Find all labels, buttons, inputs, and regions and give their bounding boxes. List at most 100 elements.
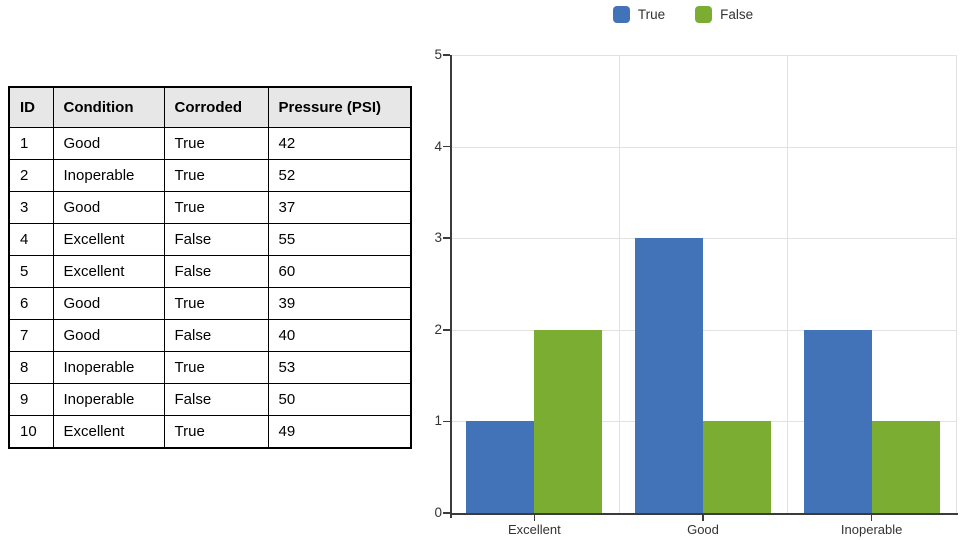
- x-tick-excellent: [533, 514, 536, 521]
- table-cell: 52: [267, 159, 412, 192]
- table-cell: Good: [52, 319, 165, 352]
- table-row: 6 Good True 39: [8, 287, 412, 320]
- legend-item-true: True: [612, 6, 666, 23]
- table-cell: Inoperable: [52, 351, 165, 384]
- data-table: ID Condition Corroded Pressure (PSI) 1 Good T…: [8, 86, 412, 449]
- bar-true-excellent: [466, 421, 535, 513]
- y-tick-0: [443, 512, 450, 514]
- table-cell: 55: [267, 223, 412, 256]
- table-body: 1 Good True 42 2 Inoperable True 52 3 Good True 37 4…: [8, 127, 412, 449]
- table-cell: 9: [8, 383, 54, 416]
- chart-legend: True False: [420, 6, 946, 23]
- gridline-x-1: [618, 55, 620, 513]
- table-cell: Inoperable: [52, 159, 165, 192]
- table-row: 3 Good True 37: [8, 191, 412, 224]
- bar-true-good: [635, 238, 703, 513]
- table-row: 10 Excellent True 49: [8, 415, 412, 449]
- table-cell: Excellent: [52, 223, 165, 256]
- table-cell: 1: [8, 127, 54, 160]
- y-tick-label: 4: [434, 138, 442, 154]
- x-tick-good: [702, 514, 704, 521]
- table-cell: 37: [267, 191, 412, 224]
- table-cell: 50: [267, 383, 412, 416]
- header-cell-id: ID: [8, 86, 54, 128]
- table-cell: 10: [8, 415, 54, 449]
- x-axis: [450, 513, 958, 515]
- x-tick-inoperable: [870, 514, 873, 521]
- table-cell: True: [163, 351, 269, 384]
- table-row: 4 Excellent False 55: [8, 223, 412, 256]
- gridline-y-5: [451, 55, 957, 56]
- table-cell: True: [163, 287, 269, 320]
- y-tick-1: [443, 420, 450, 423]
- table-cell: Inoperable: [52, 383, 165, 416]
- y-axis: [450, 55, 452, 518]
- table-cell: False: [163, 319, 269, 352]
- bar-false-inoperable: [871, 421, 940, 513]
- table-row: 2 Inoperable True 52: [8, 159, 412, 192]
- y-tick-3: [443, 237, 450, 239]
- table-cell: False: [163, 383, 269, 416]
- table-row: 5 Excellent False 60: [8, 255, 412, 288]
- plot-area: 0 1 2 3 4 5 Excellent Good Inoperable: [420, 0, 967, 540]
- table-cell: Excellent: [52, 415, 165, 449]
- table-cell: False: [163, 223, 269, 256]
- table-cell: 4: [8, 223, 54, 256]
- table-cell: 5: [8, 255, 54, 288]
- y-tick-label: 0: [434, 505, 442, 520]
- y-tick-4: [443, 145, 450, 148]
- table-cell: 6: [8, 287, 54, 320]
- table-row: 8 Inoperable True 53: [8, 351, 412, 384]
- table-cell: 7: [8, 319, 54, 352]
- table-cell: Excellent: [52, 255, 165, 288]
- x-category-label: Excellent: [507, 522, 561, 537]
- header-cell-corroded: Corroded: [163, 86, 269, 128]
- table-cell: 2: [8, 159, 54, 192]
- table-cell: 40: [267, 319, 412, 352]
- table-cell: 39: [267, 287, 412, 320]
- gridline-x-2: [787, 55, 789, 513]
- gridline-x-3: [956, 55, 957, 513]
- y-tick-label: 3: [434, 230, 442, 246]
- y-tick-label: 1: [434, 413, 442, 429]
- legend-swatch-false: [695, 6, 713, 23]
- table-cell: 60: [267, 255, 412, 288]
- legend-label: False: [720, 7, 754, 22]
- y-tick-label: 2: [434, 321, 442, 337]
- table-row: 1 Good True 42: [8, 127, 412, 160]
- x-category-label: Good: [687, 522, 719, 537]
- gridline-y-3: [451, 238, 957, 240]
- table-cell: 49: [267, 415, 412, 449]
- table-cell: True: [163, 159, 269, 192]
- gridline-y-2: [451, 329, 957, 331]
- y-tick-label: 5: [434, 47, 442, 62]
- table-cell: Good: [52, 127, 165, 160]
- legend-swatch-true: [612, 6, 630, 23]
- x-category-label: Inoperable: [840, 522, 903, 537]
- header-cell-condition: Condition: [52, 86, 165, 128]
- header-cell-pressure-psi: Pressure (PSI): [267, 86, 412, 128]
- table-cell: False: [163, 255, 269, 288]
- table-cell: Good: [52, 287, 165, 320]
- table-cell: 42: [267, 127, 412, 160]
- bar-true-inoperable: [803, 329, 872, 513]
- table-cell: 8: [8, 351, 54, 384]
- legend-label: True: [637, 7, 666, 22]
- table-cell: True: [163, 191, 269, 224]
- y-tick-2: [443, 329, 450, 331]
- table-row: 9 Inoperable False 50: [8, 383, 412, 416]
- table-cell: 53: [267, 351, 412, 384]
- bar-chart: True False 0 1 2 3 4 5 Excellent Good Inoperable: [420, 0, 967, 540]
- bar-false-good: [703, 421, 771, 513]
- table-header-row: ID Condition Corroded Pressure (PSI): [8, 86, 412, 128]
- gridline-y-4: [451, 146, 957, 148]
- table-cell: True: [163, 127, 269, 160]
- table-cell: Good: [52, 191, 165, 224]
- table-cell: 3: [8, 191, 54, 224]
- table-cell: True: [163, 415, 269, 449]
- legend-item-false: False: [695, 6, 753, 23]
- table-row: 7 Good False 40: [8, 319, 412, 352]
- bar-false-excellent: [534, 329, 603, 513]
- y-tick-5: [443, 54, 450, 56]
